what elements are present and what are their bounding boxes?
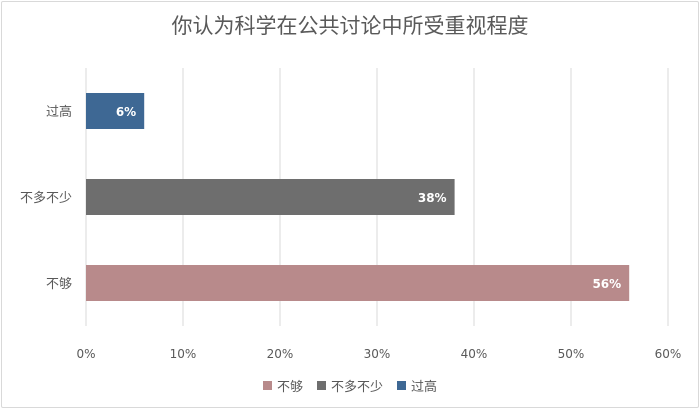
legend-item-不够: 不够: [262, 376, 303, 395]
x-tick-label: 40%: [461, 347, 488, 361]
data-label: 38%: [418, 191, 447, 205]
bar-不多不少: [86, 179, 455, 215]
category-label: 过高: [46, 104, 72, 120]
legend: 不够 不多不少 过高: [0, 376, 700, 395]
bar-不够: [86, 265, 630, 301]
category-label: 不多不少: [20, 190, 72, 206]
legend-swatch: [397, 381, 406, 390]
legend-item-过高: 过高: [397, 376, 437, 395]
legend-item-不多不少: 不多不少: [316, 376, 383, 395]
x-tick-label: 0%: [76, 347, 95, 361]
legend-swatch: [316, 381, 326, 390]
x-tick-label: 30%: [364, 347, 391, 361]
x-tick-label: 60%: [655, 347, 682, 361]
bar-过高: [86, 93, 145, 129]
legend-label: 过高: [411, 380, 438, 395]
x-tick-label: 10%: [170, 347, 197, 361]
legend-swatch: [262, 381, 272, 390]
bars: 6% 38% 56%: [86, 93, 630, 301]
x-tick-labels: 0% 10% 20% 30% 40% 50% 60%: [76, 347, 681, 361]
x-tick-label: 50%: [558, 347, 585, 361]
legend-label: 不够: [276, 380, 303, 395]
data-label: 56%: [592, 277, 621, 291]
legend-label: 不多不少: [330, 380, 383, 395]
x-tick-label: 20%: [267, 347, 294, 361]
data-label: 6%: [116, 105, 136, 119]
chart-title: 你认为科学在公共讨论中所受重视程度: [171, 14, 529, 38]
category-label: 不够: [46, 277, 72, 292]
